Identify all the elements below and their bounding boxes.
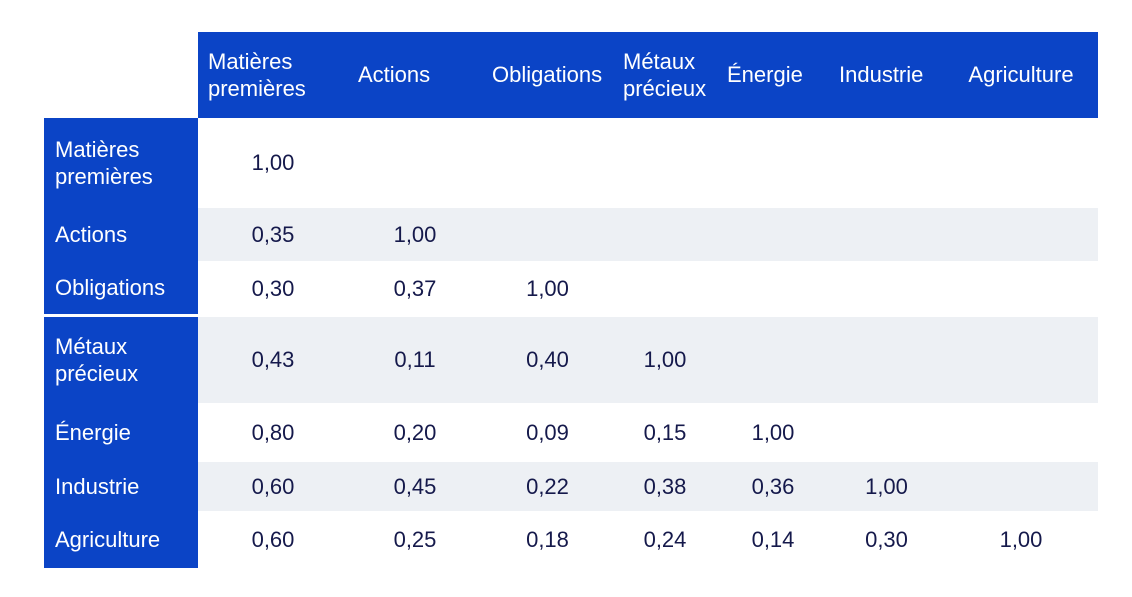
matrix-cell: 0,20 (348, 403, 482, 462)
matrix-cell: 0,22 (482, 462, 613, 511)
matrix-cell: 0,09 (482, 403, 613, 462)
column-header-3: Obligations (482, 32, 613, 118)
matrix-cell (944, 403, 1098, 462)
row-header-3: Obligations (44, 261, 198, 317)
row-header-7: Agriculture (44, 511, 198, 568)
column-header-2: Actions (348, 32, 482, 118)
matrix-cell (944, 118, 1098, 208)
matrix-cell (348, 118, 482, 208)
matrix-cell (829, 118, 944, 208)
row-header-5: Énergie (44, 403, 198, 462)
matrix-cell: 1,00 (348, 208, 482, 261)
matrix-cell (482, 208, 613, 261)
matrix-cell: 0,25 (348, 511, 482, 568)
matrix-cell: 0,60 (198, 462, 348, 511)
column-header-4: Métaux précieux (613, 32, 717, 118)
matrix-cell: 0,30 (198, 261, 348, 317)
matrix-cell: 0,40 (482, 317, 613, 403)
matrix-cell: 0,15 (613, 403, 717, 462)
matrix-cell (482, 118, 613, 208)
matrix-cell (613, 261, 717, 317)
column-header-5: Énergie (717, 32, 829, 118)
column-header-7: Agriculture (944, 32, 1098, 118)
matrix-cell: 0,43 (198, 317, 348, 403)
matrix-cell (944, 208, 1098, 261)
row-header-2: Actions (44, 208, 198, 261)
correlation-matrix-table: Matières premières Actions Obligations Méta… (44, 32, 1098, 568)
row-header-4: Métaux précieux (44, 317, 198, 403)
matrix-cell: 0,11 (348, 317, 482, 403)
matrix-cell (829, 403, 944, 462)
column-header-6: Industrie (829, 32, 944, 118)
matrix-cell (717, 261, 829, 317)
matrix-cell: 0,45 (348, 462, 482, 511)
matrix-cell (613, 208, 717, 261)
matrix-cell (944, 261, 1098, 317)
matrix-cell: 0,24 (613, 511, 717, 568)
matrix-cell: 0,80 (198, 403, 348, 462)
matrix-cell (944, 462, 1098, 511)
matrix-cell (829, 261, 944, 317)
matrix-cell: 0,18 (482, 511, 613, 568)
matrix-cell (613, 118, 717, 208)
matrix-cell: 0,14 (717, 511, 829, 568)
matrix-cell (829, 317, 944, 403)
matrix-cell: 1,00 (198, 118, 348, 208)
row-header-6: Industrie (44, 462, 198, 511)
matrix-cell (829, 208, 944, 261)
matrix-cell: 1,00 (482, 261, 613, 317)
matrix-cell (717, 317, 829, 403)
matrix-cell: 0,60 (198, 511, 348, 568)
corner-cell (44, 32, 198, 118)
matrix-cell: 0,37 (348, 261, 482, 317)
matrix-cell (944, 317, 1098, 403)
row-header-1: Matières premières (44, 118, 198, 208)
matrix-cell (717, 208, 829, 261)
column-header-1: Matières premières (198, 32, 348, 118)
matrix-cell: 1,00 (717, 403, 829, 462)
matrix-cell: 0,35 (198, 208, 348, 261)
matrix-cell: 0,30 (829, 511, 944, 568)
matrix-cell: 0,36 (717, 462, 829, 511)
matrix-cell: 1,00 (829, 462, 944, 511)
matrix-cell: 0,38 (613, 462, 717, 511)
matrix-cell: 1,00 (944, 511, 1098, 568)
matrix-cell (717, 118, 829, 208)
matrix-cell: 1,00 (613, 317, 717, 403)
